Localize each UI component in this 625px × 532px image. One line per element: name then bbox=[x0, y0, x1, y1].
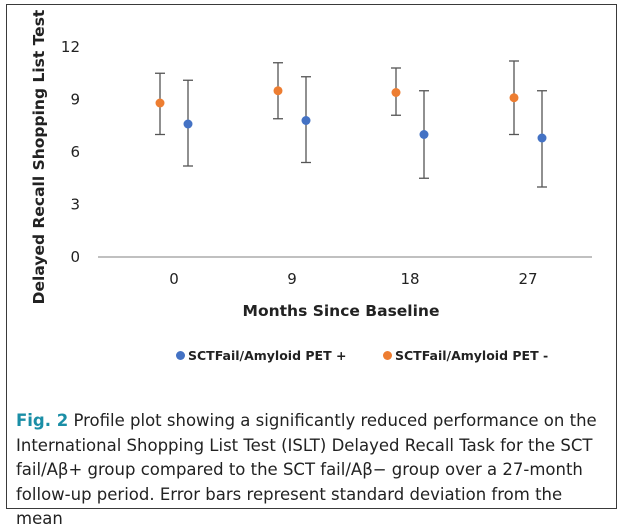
x-tick-label: 18 bbox=[400, 270, 419, 288]
y-tick-label: 9 bbox=[70, 91, 80, 109]
legend: SCTFail/Amyloid PET + SCTFail/Amyloid PE… bbox=[0, 348, 625, 368]
data-point bbox=[301, 116, 311, 125]
legend-marker bbox=[383, 351, 392, 360]
x-axis-label: Months Since Baseline bbox=[243, 302, 440, 320]
y-tick-label: 6 bbox=[70, 143, 80, 161]
data-point bbox=[391, 88, 401, 97]
caption-text: Profile plot showing a significantly red… bbox=[16, 411, 597, 528]
data-point bbox=[419, 130, 429, 139]
figure-caption: Fig. 2 Profile plot showing a significan… bbox=[16, 409, 612, 532]
y-tick-label: 3 bbox=[70, 196, 80, 214]
legend-item-amyloid-negative: SCTFail/Amyloid PET - bbox=[383, 348, 548, 363]
data-point bbox=[509, 93, 519, 103]
x-tick-label: 0 bbox=[169, 270, 179, 288]
data-point bbox=[273, 86, 283, 96]
legend-marker bbox=[176, 351, 185, 360]
profile-plot: Delayed Recall Shopping List Test 0 3 6 9 12… bbox=[30, 9, 592, 320]
data-point bbox=[537, 133, 547, 143]
y-axis-label: Delayed Recall Shopping List Test bbox=[30, 9, 48, 304]
x-tick-label: 9 bbox=[287, 270, 297, 288]
y-tick-label: 12 bbox=[61, 38, 80, 56]
legend-item-amyloid-positive: SCTFail/Amyloid PET + bbox=[176, 348, 346, 363]
legend-label: SCTFail/Amyloid PET + bbox=[188, 348, 347, 363]
figure-frame bbox=[6, 4, 617, 509]
y-tick-label: 0 bbox=[70, 248, 80, 266]
legend-label: SCTFail/Amyloid PET - bbox=[395, 348, 549, 363]
data-point bbox=[155, 98, 165, 108]
x-tick-label: 27 bbox=[518, 270, 537, 288]
caption-label: Fig. 2 bbox=[16, 411, 69, 430]
data-point bbox=[183, 119, 193, 129]
